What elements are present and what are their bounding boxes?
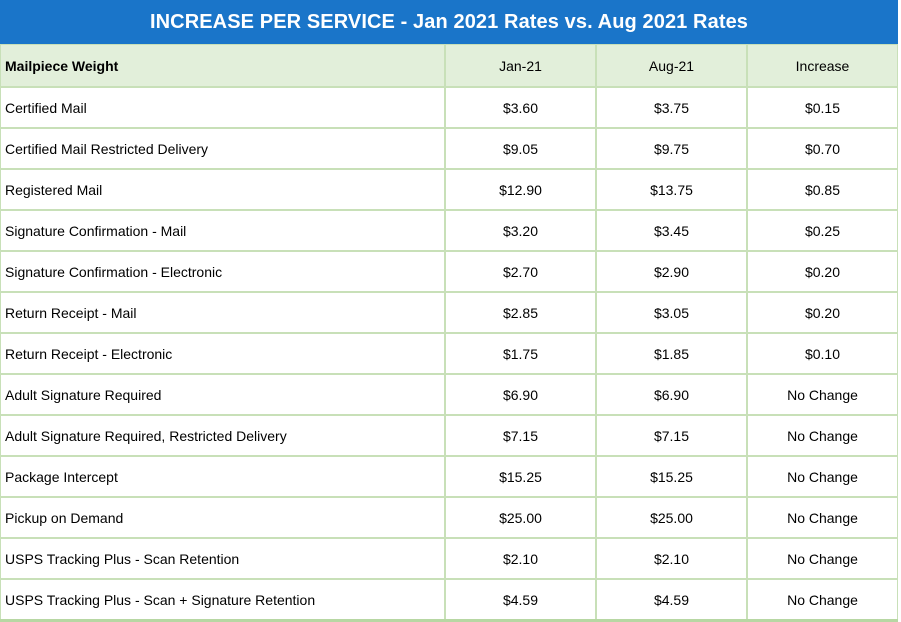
service-name-cell: USPS Tracking Plus - Scan + Signature Re… xyxy=(0,579,445,620)
aug-rate-cell: $2.90 xyxy=(596,251,747,292)
service-name-cell: Signature Confirmation - Electronic xyxy=(0,251,445,292)
jan-rate-cell: $3.20 xyxy=(445,210,596,251)
aug-rate-cell: $7.15 xyxy=(596,415,747,456)
service-name-cell: Certified Mail xyxy=(0,87,445,128)
service-name-cell: Adult Signature Required xyxy=(0,374,445,415)
jan-rate-cell: $6.90 xyxy=(445,374,596,415)
right-edge xyxy=(898,0,901,622)
service-name-cell: Registered Mail xyxy=(0,169,445,210)
table-row: Signature Confirmation - Electronic $2.7… xyxy=(0,251,898,292)
jan-rate-cell: $1.75 xyxy=(445,333,596,374)
service-name-cell: Pickup on Demand xyxy=(0,497,445,538)
header-row: Mailpiece Weight Jan-21 Aug-21 Increase xyxy=(0,44,898,87)
table-row: Signature Confirmation - Mail $3.20 $3.4… xyxy=(0,210,898,251)
increase-cell: $0.20 xyxy=(747,251,898,292)
header-jan-21: Jan-21 xyxy=(445,44,596,87)
aug-rate-cell: $1.85 xyxy=(596,333,747,374)
increase-cell: No Change xyxy=(747,415,898,456)
aug-rate-cell: $9.75 xyxy=(596,128,747,169)
service-name-cell: Certified Mail Restricted Delivery xyxy=(0,128,445,169)
table-row: Adult Signature Required $6.90 $6.90 No … xyxy=(0,374,898,415)
aug-rate-cell: $3.75 xyxy=(596,87,747,128)
table-row: Adult Signature Required, Restricted Del… xyxy=(0,415,898,456)
jan-rate-cell: $9.05 xyxy=(445,128,596,169)
aug-rate-cell: $13.75 xyxy=(596,169,747,210)
header-increase: Increase xyxy=(747,44,898,87)
increase-cell: No Change xyxy=(747,579,898,620)
jan-rate-cell: $25.00 xyxy=(445,497,596,538)
aug-rate-cell: $2.10 xyxy=(596,538,747,579)
service-name-cell: Return Receipt - Electronic xyxy=(0,333,445,374)
increase-cell: $0.20 xyxy=(747,292,898,333)
jan-rate-cell: $4.59 xyxy=(445,579,596,620)
table-row: Return Receipt - Electronic $1.75 $1.85 … xyxy=(0,333,898,374)
bottom-border xyxy=(0,619,898,622)
aug-rate-cell: $15.25 xyxy=(596,456,747,497)
jan-rate-cell: $12.90 xyxy=(445,169,596,210)
service-name-cell: Signature Confirmation - Mail xyxy=(0,210,445,251)
table-row: Certified Mail $3.60 $3.75 $0.15 xyxy=(0,87,898,128)
jan-rate-cell: $2.70 xyxy=(445,251,596,292)
aug-rate-cell: $4.59 xyxy=(596,579,747,620)
jan-rate-cell: $2.85 xyxy=(445,292,596,333)
increase-cell: $0.85 xyxy=(747,169,898,210)
increase-cell: No Change xyxy=(747,456,898,497)
increase-cell: No Change xyxy=(747,374,898,415)
service-name-cell: Return Receipt - Mail xyxy=(0,292,445,333)
increase-cell: $0.25 xyxy=(747,210,898,251)
aug-rate-cell: $25.00 xyxy=(596,497,747,538)
table-row: USPS Tracking Plus - Scan + Signature Re… xyxy=(0,579,898,620)
increase-cell: $0.70 xyxy=(747,128,898,169)
table-title: INCREASE PER SERVICE - Jan 2021 Rates vs… xyxy=(0,0,898,44)
table-row: USPS Tracking Plus - Scan Retention $2.1… xyxy=(0,538,898,579)
service-name-cell: Adult Signature Required, Restricted Del… xyxy=(0,415,445,456)
increase-cell: $0.10 xyxy=(747,333,898,374)
header-mailpiece-weight: Mailpiece Weight xyxy=(0,44,445,87)
jan-rate-cell: $2.10 xyxy=(445,538,596,579)
increase-cell: No Change xyxy=(747,497,898,538)
increase-cell: No Change xyxy=(747,538,898,579)
increase-cell: $0.15 xyxy=(747,87,898,128)
aug-rate-cell: $6.90 xyxy=(596,374,747,415)
jan-rate-cell: $7.15 xyxy=(445,415,596,456)
service-name-cell: Package Intercept xyxy=(0,456,445,497)
service-name-cell: USPS Tracking Plus - Scan Retention xyxy=(0,538,445,579)
aug-rate-cell: $3.05 xyxy=(596,292,747,333)
table-row: Pickup on Demand $25.00 $25.00 No Change xyxy=(0,497,898,538)
header-aug-21: Aug-21 xyxy=(596,44,747,87)
jan-rate-cell: $15.25 xyxy=(445,456,596,497)
table-row: Certified Mail Restricted Delivery $9.05… xyxy=(0,128,898,169)
table-row: Return Receipt - Mail $2.85 $3.05 $0.20 xyxy=(0,292,898,333)
table-row: Package Intercept $15.25 $15.25 No Chang… xyxy=(0,456,898,497)
table-row: Registered Mail $12.90 $13.75 $0.85 xyxy=(0,169,898,210)
rates-table: Mailpiece Weight Jan-21 Aug-21 Increase … xyxy=(0,44,898,620)
aug-rate-cell: $3.45 xyxy=(596,210,747,251)
jan-rate-cell: $3.60 xyxy=(445,87,596,128)
